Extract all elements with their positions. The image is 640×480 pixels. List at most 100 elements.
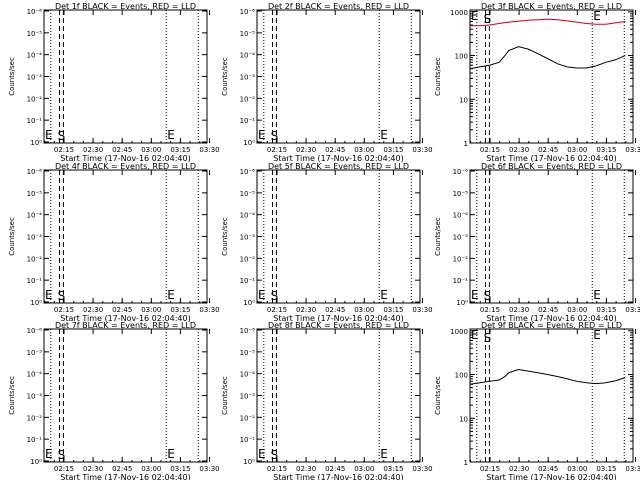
- end-marker-left: E: [45, 288, 53, 302]
- end-marker: E: [593, 328, 601, 342]
- y-tick-label: 10⁰: [30, 139, 42, 147]
- x-tick-label: 02:30: [296, 306, 316, 314]
- y-tick-label: 10⁻³: [240, 74, 256, 82]
- y-tick-label: 10⁰: [243, 458, 255, 466]
- chart-panel-9: Det 9f BLACK = Events, RED = LLD 1 10 100 10…: [434, 321, 640, 480]
- x-tick-label: 03:00: [141, 306, 161, 314]
- x-tick-label: 03:30: [199, 146, 219, 154]
- x-tick-label: 03:15: [383, 146, 403, 154]
- y-tick-label: 10⁻⁵: [27, 30, 43, 38]
- x-tick-label: 03:30: [199, 306, 219, 314]
- x-axis-label: Start Time (17-Nov-16 02:04:40): [60, 473, 190, 480]
- x-tick-label: 03:00: [354, 306, 374, 314]
- x-tick-label: 03:00: [141, 465, 161, 473]
- series-line-1: [470, 18, 626, 27]
- y-tick-label: 10⁰: [30, 458, 42, 466]
- y-tick-label: 1: [464, 459, 468, 467]
- x-tick-label: 02:15: [54, 146, 74, 154]
- x-tick-label: 02:30: [83, 306, 103, 314]
- x-tick-label: 03:30: [625, 465, 640, 473]
- chart-title: Det 3f BLACK = Events, RED = LLD: [481, 2, 622, 11]
- chart-title: Det 2f BLACK = Events, RED = LLD: [268, 2, 409, 11]
- x-tick-label: 02:15: [480, 306, 500, 314]
- x-tick-label: 02:30: [83, 465, 103, 473]
- chart-panel-4: Det 4f BLACK = Events, RED = LLD 10⁰ 10⁻¹ 1…: [8, 162, 220, 323]
- y-tick-label: 10⁻²: [240, 414, 256, 422]
- x-tick-label: 03:30: [412, 146, 432, 154]
- x-tick-label: 02:45: [325, 306, 345, 314]
- x-tick-label: 02:45: [538, 306, 558, 314]
- start-marker: S: [484, 12, 492, 26]
- chart-panel-2: Det 2f BLACK = Events, RED = LLD 10⁰ 10⁻¹ 1…: [221, 2, 433, 163]
- y-tick-label: 10⁻⁴: [27, 52, 43, 60]
- end-marker: E: [167, 288, 175, 302]
- y-axis-label: Counts/sec: [221, 57, 229, 96]
- end-marker: E: [593, 9, 601, 23]
- end-marker-left: E: [471, 9, 479, 23]
- start-marker: S: [58, 289, 66, 303]
- y-tick-label: 10⁻³: [240, 234, 256, 242]
- chart-panel-1: Det 1f BLACK = Events, RED = LLD 10⁰ 10⁻¹ 1…: [8, 2, 220, 163]
- end-marker-left: E: [45, 447, 53, 461]
- start-marker: S: [271, 289, 279, 303]
- x-tick-label: 03:30: [412, 465, 432, 473]
- end-marker: E: [167, 447, 175, 461]
- x-tick-label: 02:45: [538, 146, 558, 154]
- x-tick-label: 02:30: [83, 146, 103, 154]
- y-axis-label: Counts/sec: [8, 376, 16, 415]
- y-tick-label: 10⁰: [243, 299, 255, 307]
- y-tick-label: 100: [455, 372, 468, 380]
- x-tick-label: 02:15: [480, 146, 500, 154]
- end-marker-left: E: [258, 128, 266, 142]
- end-marker-left: E: [258, 288, 266, 302]
- y-tick-label: 10⁰: [456, 299, 468, 307]
- plot-frame: [43, 9, 208, 144]
- y-tick-label: 10⁻²: [453, 255, 469, 263]
- y-tick-label: 1000: [450, 9, 468, 17]
- y-tick-label: 10⁻⁶: [27, 327, 43, 335]
- end-marker-left: E: [471, 328, 479, 342]
- x-axis-label: Start Time (17-Nov-16 02:04:40): [273, 473, 403, 480]
- x-tick-label: 03:15: [596, 465, 616, 473]
- plot-frame: [256, 328, 421, 463]
- x-tick-label: 03:30: [625, 306, 640, 314]
- x-tick-label: 03:00: [141, 146, 161, 154]
- y-tick-label: 10⁻²: [240, 255, 256, 263]
- x-tick-label: 03:30: [625, 146, 640, 154]
- y-tick-label: 10⁻⁵: [240, 349, 256, 357]
- x-tick-label: 03:15: [170, 146, 190, 154]
- y-axis-label: Counts/sec: [434, 57, 442, 96]
- y-tick-label: 10⁻⁴: [240, 212, 256, 220]
- y-tick-label: 10⁻⁶: [240, 327, 256, 335]
- x-tick-label: 03:00: [567, 146, 587, 154]
- series-line-2: [469, 46, 626, 70]
- x-axis-label: Start Time (17-Nov-16 02:04:40): [486, 314, 616, 323]
- x-tick-label: 02:45: [112, 306, 132, 314]
- x-tick-label: 02:45: [325, 146, 345, 154]
- x-tick-label: 03:00: [567, 465, 587, 473]
- y-tick-label: 10⁻⁶: [453, 168, 469, 176]
- y-tick-label: 10⁻²: [240, 95, 256, 103]
- end-marker-left: E: [45, 128, 53, 142]
- y-tick-label: 10: [459, 415, 468, 423]
- y-tick-label: 10⁰: [30, 299, 42, 307]
- y-tick-label: 10⁻¹: [240, 117, 256, 125]
- plot-frame: [43, 328, 208, 463]
- end-marker-left: E: [258, 447, 266, 461]
- chart-panel-8: Det 8f BLACK = Events, RED = LLD 10⁰ 10⁻¹ 1…: [221, 321, 433, 480]
- plot-frame: [256, 9, 421, 144]
- y-tick-label: 10⁻⁵: [240, 190, 256, 198]
- x-axis-label: Start Time (17-Nov-16 02:04:40): [486, 473, 616, 480]
- y-tick-label: 10⁻³: [27, 393, 43, 401]
- y-tick-label: 10⁻²: [27, 414, 43, 422]
- y-tick-label: 10⁰: [243, 139, 255, 147]
- y-tick-label: 10⁻⁶: [240, 8, 256, 16]
- y-axis-label: Counts/sec: [8, 57, 16, 96]
- y-axis-label: Counts/sec: [221, 217, 229, 256]
- y-axis-label: Counts/sec: [434, 217, 442, 256]
- x-tick-label: 02:15: [54, 306, 74, 314]
- y-tick-label: 10⁻⁵: [27, 190, 43, 198]
- x-tick-label: 03:00: [567, 306, 587, 314]
- y-tick-label: 10⁻⁶: [27, 8, 43, 16]
- x-tick-label: 03:15: [170, 306, 190, 314]
